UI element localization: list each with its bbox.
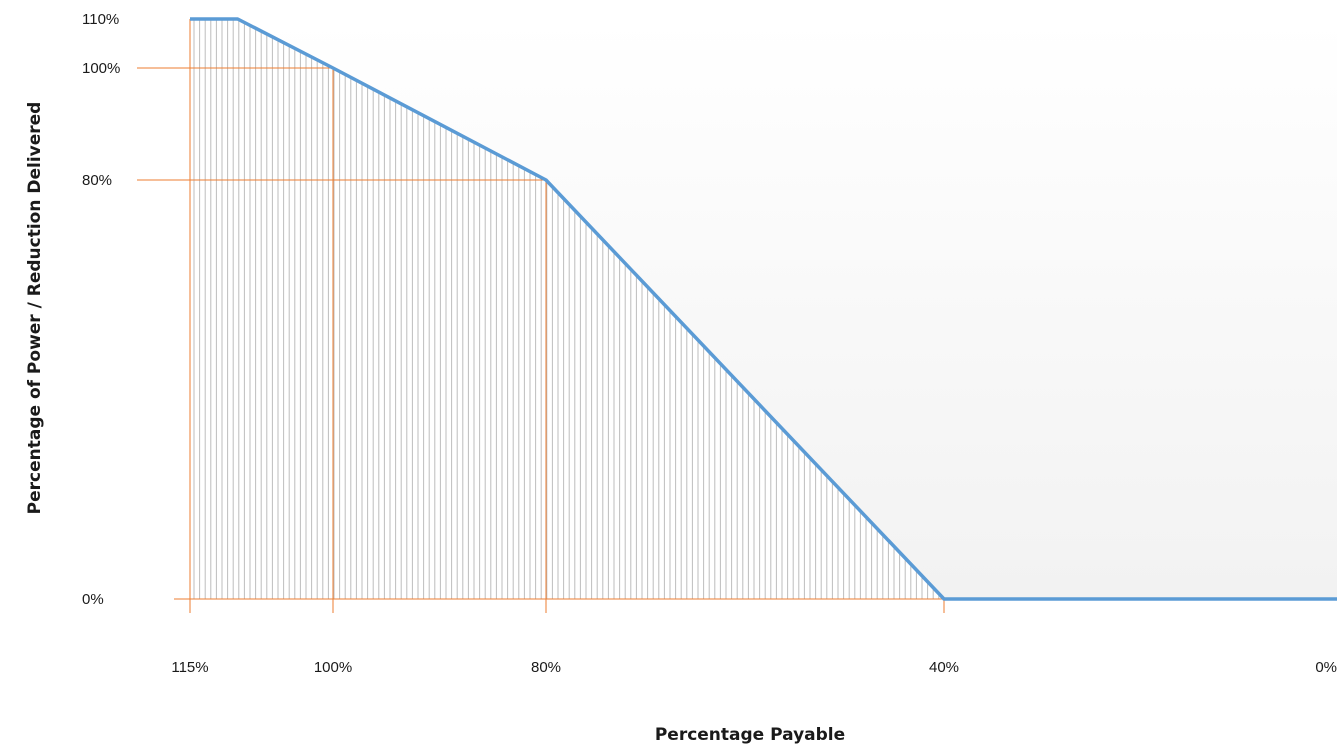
series-line: [190, 17, 1337, 601]
y-tick-label: 110%: [82, 11, 119, 28]
y-tick-label: 100%: [82, 60, 120, 77]
x-tick-label: 100%: [314, 659, 352, 676]
area-under-curve: [190, 19, 1337, 599]
x-tick-label: 40%: [929, 659, 959, 676]
y-tick-label: 80%: [82, 172, 112, 189]
x-tick-label: 115%: [171, 659, 208, 676]
y-tick-label: 0%: [82, 591, 104, 608]
x-axis-title: Percentage Payable: [655, 725, 845, 745]
y-axis-title: Percentage of Power / Reduction Delivere…: [25, 102, 45, 515]
x-tick-label: 0%: [1315, 659, 1337, 676]
x-tick-label: 80%: [531, 659, 561, 676]
